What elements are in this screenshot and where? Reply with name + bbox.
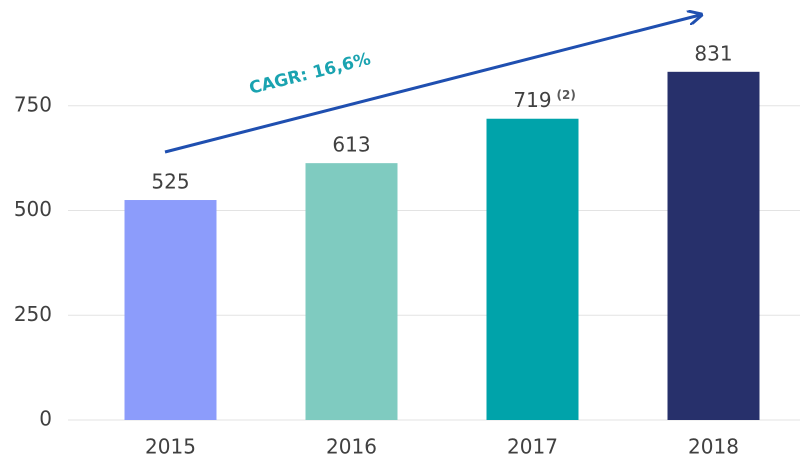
y-tick-label: 500 [14, 197, 52, 221]
y-tick-label: 0 [39, 407, 52, 431]
footnote-marker: (2) [557, 88, 576, 102]
data-label: 613 [332, 133, 370, 157]
trend-arrow [164, 15, 700, 154]
bar [486, 118, 579, 420]
y-tick-label: 750 [14, 92, 52, 116]
x-tick-label: 2015 [145, 435, 196, 459]
cagr-annotation: CAGR: 16,6% [247, 49, 373, 98]
x-tick-label: 2018 [688, 435, 739, 459]
bar [667, 71, 760, 420]
data-label: 525 [151, 170, 189, 194]
x-tick-label: 2016 [326, 435, 377, 459]
bar [305, 163, 398, 420]
data-label: 719 [513, 88, 551, 112]
bar [124, 200, 217, 420]
data-label: 831 [694, 41, 732, 65]
y-tick-label: 250 [14, 302, 52, 326]
x-tick-label: 2017 [507, 435, 558, 459]
